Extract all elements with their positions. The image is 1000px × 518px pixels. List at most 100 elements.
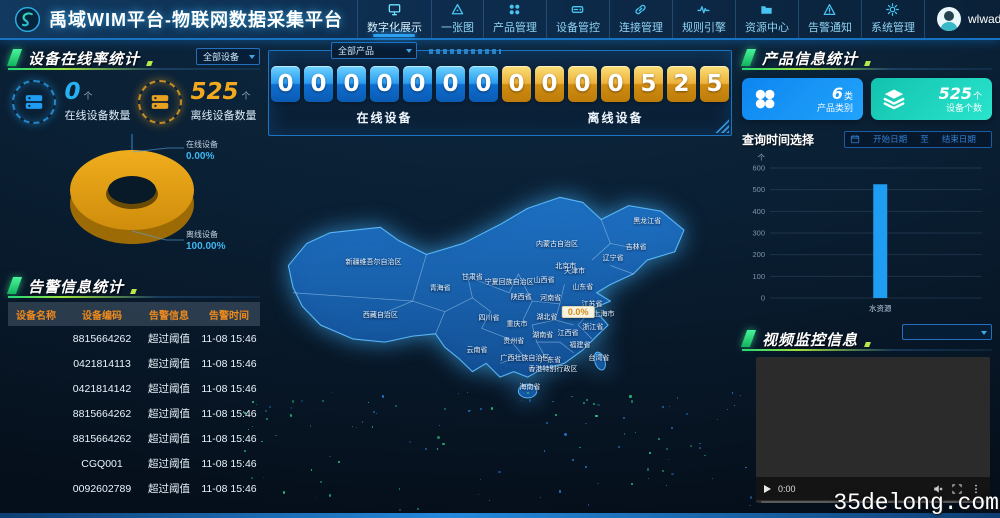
digit-card: 0 <box>535 66 564 102</box>
rules-icon <box>696 2 711 17</box>
particle-dot <box>262 476 264 478</box>
table-cell: 超过阈值 <box>148 408 190 420</box>
title-accent <box>740 329 757 347</box>
product-bar-chart[interactable]: 0 100 200 300 400 500 600 个水资源 <box>742 150 992 323</box>
nav-item-label: 系统管理 <box>870 22 915 34</box>
counter-label: 离线设备 <box>587 111 644 125</box>
title-accent <box>6 48 23 66</box>
alarm-col-header: 设备名称 <box>16 310 56 322</box>
nav-item-alarm[interactable]: 告警通知 <box>797 0 861 38</box>
digit-card: 5 <box>700 66 729 102</box>
nav-item-label: 数字化展示 <box>366 22 422 34</box>
nav-item-settings[interactable]: 系统管理 <box>860 0 924 38</box>
svg-text:500: 500 <box>752 185 765 194</box>
link-icon <box>633 2 648 17</box>
volume-muted-icon[interactable] <box>932 483 944 495</box>
table-cell: 0421814113 <box>73 357 131 370</box>
particle-dot <box>712 477 714 480</box>
device-stat-blue: 0 个在线设备数量 <box>11 80 131 124</box>
main-nav: 数字化展示 一张图 产品管理 设备管控 连接管理 规则引擎 资源中心 告警通知 系统管理 <box>356 0 924 38</box>
video-time: 0:00 <box>778 483 796 494</box>
device-stat-gold: 525 个离线设备数量 <box>137 80 257 124</box>
card-label: 设备个数 <box>945 103 982 114</box>
nav-item-monitor[interactable]: 数字化展示 <box>356 0 431 38</box>
nav-item-products[interactable]: 产品管理 <box>482 0 546 38</box>
active-underline <box>373 34 416 37</box>
svg-text:水资源: 水资源 <box>869 303 892 313</box>
svg-text:100: 100 <box>752 272 765 281</box>
particle-dot <box>731 392 734 394</box>
video-header: 视频监控信息 <box>740 324 992 351</box>
play-icon[interactable] <box>764 484 771 493</box>
user-menu[interactable]: wlwadmin <box>923 0 1000 38</box>
device-filter-select[interactable]: 全部设备 <box>196 47 260 65</box>
alarm-title: 告警信息统计 <box>28 278 125 296</box>
center-column: 全部产品 0 0 0 0 0 0 0 在线设备 0 0 0 0 5 2 5 离线设备 <box>268 42 732 136</box>
nav-item-link[interactable]: 连接管理 <box>608 0 672 38</box>
video-progress-bar[interactable] <box>761 501 985 503</box>
nav-item-rules[interactable]: 规则引擎 <box>671 0 735 38</box>
alarm-table: 8815664262 超过阈值 11-08 15:46 0421814113 超过阈值 1… <box>8 326 260 501</box>
banner-dashes <box>429 49 501 54</box>
avatar <box>936 7 961 31</box>
svg-text:个: 个 <box>758 153 766 162</box>
clover-icon <box>752 86 778 112</box>
particle-dot <box>631 482 634 486</box>
digit-card: 0 <box>436 66 465 102</box>
svg-text:400: 400 <box>752 207 765 216</box>
particle-dot <box>261 440 263 443</box>
query-time-label: 查询时间选择 <box>742 132 815 147</box>
video-controls: 0:00 <box>756 477 990 500</box>
fullscreen-icon[interactable] <box>951 483 963 495</box>
title-tick <box>864 341 871 347</box>
table-row: CGQ001 超过阈值 11-08 15:46 <box>8 451 260 476</box>
product-cards: 6类 产品类别 525个 设备个数 <box>742 78 992 120</box>
nav-item-label: 产品管理 <box>492 22 537 34</box>
stat-unit: 个 <box>241 91 251 101</box>
start-date-input[interactable]: 开始日期 <box>873 134 908 144</box>
device-icon <box>570 2 585 17</box>
product-filter-select[interactable]: 全部产品 <box>331 42 417 59</box>
donut-label-online: 在线设备 0.00% <box>186 140 218 163</box>
date-range-picker[interactable]: 开始日期 至 结束日期 <box>844 130 992 148</box>
table-cell: 超过阈值 <box>148 333 190 345</box>
card-value: 6类 <box>831 83 853 103</box>
online-rate-donut-chart[interactable]: 在线设备 0.00% 离线设备 100.00% <box>8 128 260 268</box>
table-cell: 8815664262 <box>72 432 132 445</box>
digit-card: 2 <box>667 66 696 102</box>
end-date-input[interactable]: 结束日期 <box>941 134 976 144</box>
alarm-col-header: 设备编码 <box>82 310 122 322</box>
digit-card: 0 <box>502 66 531 102</box>
nav-item-resource[interactable]: 资源中心 <box>734 0 798 38</box>
nav-item-label: 规则引擎 <box>681 22 726 34</box>
title-tick <box>130 288 137 294</box>
nav-item-device[interactable]: 设备管控 <box>545 0 609 38</box>
particle-dot <box>539 496 542 499</box>
nav-item-map[interactable]: 一张图 <box>430 0 483 38</box>
table-cell: 11-08 15:46 <box>201 332 257 345</box>
device-online-title: 设备在线率统计 <box>28 50 141 68</box>
kebab-menu-icon[interactable] <box>970 483 982 495</box>
table-row: 0092602789 超过阈值 11-08 15:46 <box>8 476 260 501</box>
donut-label-offline: 离线设备 100.00% <box>186 230 226 253</box>
product-card-blue[interactable]: 6类 产品类别 <box>742 78 863 120</box>
svg-text:200: 200 <box>752 250 765 259</box>
table-cell: CGQ001 <box>81 457 123 470</box>
nav-item-label: 连接管理 <box>618 22 663 34</box>
counter-group-gold: 0 0 0 0 5 2 5 离线设备 <box>502 66 729 126</box>
camera-select[interactable] <box>902 324 992 340</box>
digit-card: 0 <box>601 66 630 102</box>
video-player[interactable]: 0:00 <box>756 357 990 503</box>
title-underline <box>742 349 992 351</box>
product-card-teal[interactable]: 525个 设备个数 <box>871 78 992 120</box>
china-map[interactable]: 新疆维吾尔自治区 西藏自治区 青海省 甘肃省 宁夏回族自治区 陕西省 四川省 重庆市 云南省 贵州… <box>270 142 730 474</box>
title-underline <box>8 68 260 70</box>
digit-card: 0 <box>568 66 597 102</box>
title-underline <box>8 296 260 298</box>
right-column: 产品信息统计 6类 产品类别 525个 设备个数 查询时间选择 开始日期 至 结束日期… <box>740 46 992 503</box>
digit-card: 0 <box>304 66 333 102</box>
table-cell: 8815664262 <box>72 407 132 420</box>
table-row: 8815664262 超过阈值 11-08 15:46 <box>8 326 260 351</box>
